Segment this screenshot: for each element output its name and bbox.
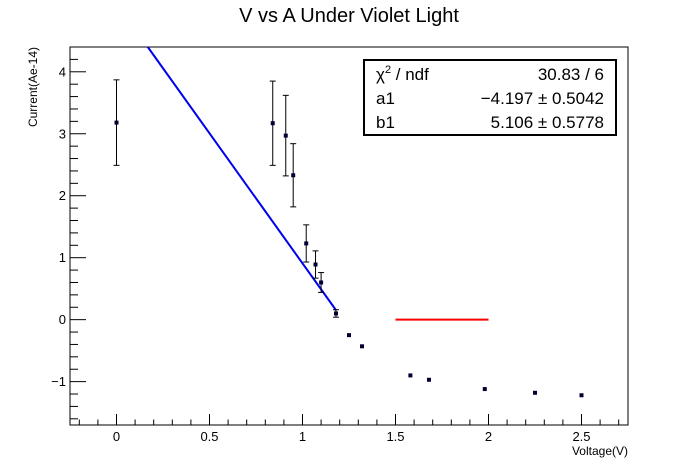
stats-label: a1 [376,89,395,108]
data-point [347,333,351,338]
x-tick-label: 2.5 [572,429,590,444]
plot-area [113,46,584,398]
data-point [426,377,431,382]
data-point [291,173,296,178]
fit-line [146,46,337,311]
stats-box-frame [363,59,617,136]
data-point [283,133,288,138]
x-axis-title: Voltage(V) [572,444,628,458]
data-point [114,120,119,125]
stats-label: χ2 / ndf [376,64,429,84]
tick-labels: 0 0.5 1 1.5 2 2.5 −1 0 1 2 3 4 [51,64,590,444]
y-tick-label: 2 [59,188,66,203]
y-tick-label: 3 [59,126,66,141]
stats-box: χ2 / ndf 30.83 / 6 a1 −4.197 ± 0.5042 b1 5.10… [363,59,617,136]
chart-title: V vs A Under Violet Light [239,5,459,27]
x-tick-label: 0.5 [200,429,218,444]
stats-value: −4.197 ± 0.5042 [481,89,604,108]
data-point [579,393,584,398]
data-point [533,390,537,395]
x-tick-label: 1.5 [386,429,404,444]
y-tick-label: −1 [51,374,66,389]
data-point [313,262,318,267]
stats-label: b1 [376,113,395,132]
y-axis-title: Current(Ae-14) [26,47,40,127]
axis-ticks [70,46,620,425]
y-tick-label: 1 [59,250,66,265]
x-tick-label: 0 [113,429,120,444]
plot-frame [69,46,629,426]
data-point [304,241,309,246]
x-tick-label: 2 [485,429,492,444]
data-point [319,280,324,285]
stats-value: 30.83 / 6 [538,65,604,84]
data-point [360,344,365,349]
y-tick-label: 4 [59,64,66,79]
stats-value: 5.106 ± 0.5778 [491,113,604,132]
y-tick-label: 0 [59,312,66,327]
x-tick-label: 1 [299,429,306,444]
data-point [333,311,338,316]
data-point [270,121,275,126]
data-point [408,373,413,378]
data-point [482,387,487,392]
